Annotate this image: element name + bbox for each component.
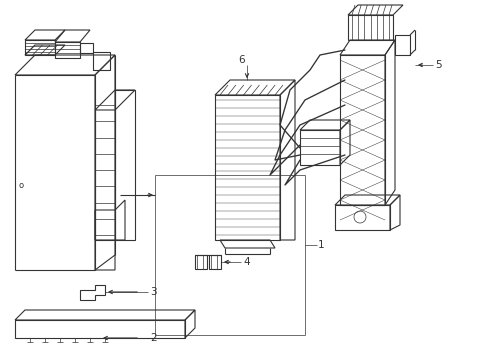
Bar <box>195 255 207 269</box>
Text: 4: 4 <box>243 257 249 267</box>
Text: 6: 6 <box>239 55 245 65</box>
Text: 3: 3 <box>150 287 157 297</box>
Text: 1: 1 <box>318 240 324 250</box>
Text: 5: 5 <box>435 60 441 70</box>
Text: o: o <box>18 180 23 189</box>
Bar <box>209 255 221 269</box>
Text: 2: 2 <box>150 333 157 343</box>
Bar <box>215 95 280 240</box>
